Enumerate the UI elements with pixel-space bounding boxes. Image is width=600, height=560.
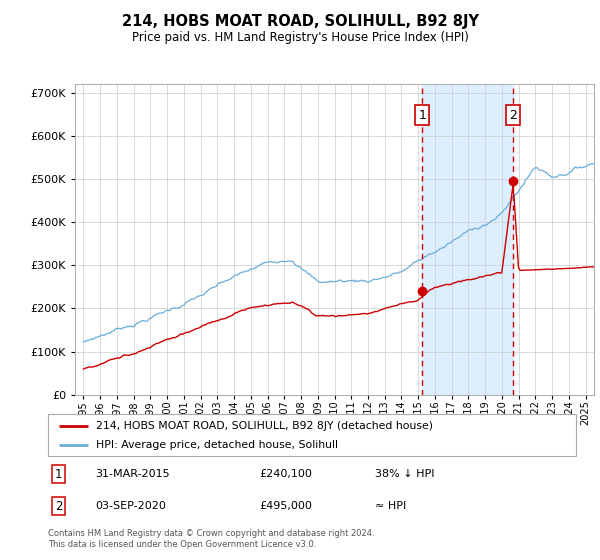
Text: ≈ HPI: ≈ HPI — [376, 501, 407, 511]
Text: 1: 1 — [418, 109, 427, 122]
Text: 214, HOBS MOAT ROAD, SOLIHULL, B92 8JY (detached house): 214, HOBS MOAT ROAD, SOLIHULL, B92 8JY (… — [95, 421, 433, 431]
Text: 03-SEP-2020: 03-SEP-2020 — [95, 501, 166, 511]
Text: Price paid vs. HM Land Registry's House Price Index (HPI): Price paid vs. HM Land Registry's House … — [131, 31, 469, 44]
Text: 31-MAR-2015: 31-MAR-2015 — [95, 469, 170, 479]
Text: HPI: Average price, detached house, Solihull: HPI: Average price, detached house, Soli… — [95, 440, 338, 450]
Text: £240,100: £240,100 — [259, 469, 312, 479]
Text: £495,000: £495,000 — [259, 501, 312, 511]
Text: 2: 2 — [55, 500, 62, 513]
Text: 214, HOBS MOAT ROAD, SOLIHULL, B92 8JY: 214, HOBS MOAT ROAD, SOLIHULL, B92 8JY — [121, 14, 479, 29]
Bar — [422, 84, 513, 395]
Text: 38% ↓ HPI: 38% ↓ HPI — [376, 469, 435, 479]
Text: Contains HM Land Registry data © Crown copyright and database right 2024.
This d: Contains HM Land Registry data © Crown c… — [48, 529, 374, 549]
Text: 1: 1 — [55, 468, 62, 480]
Text: 2: 2 — [509, 109, 517, 122]
